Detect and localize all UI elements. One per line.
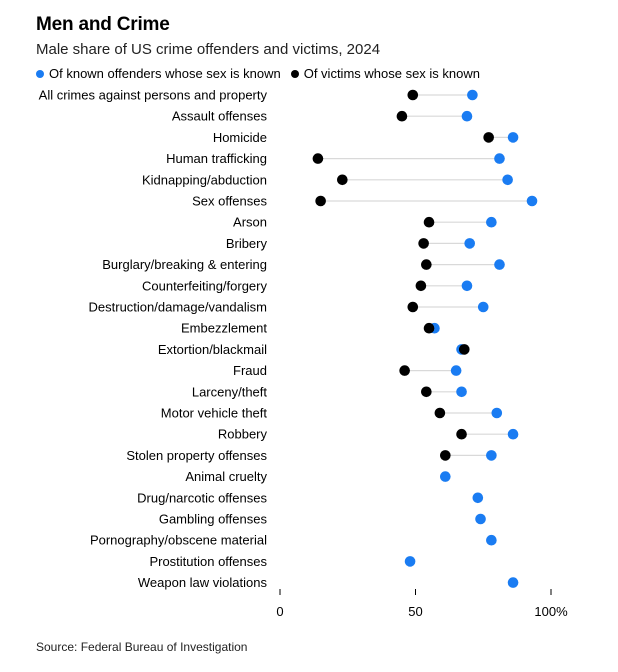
- category-label: Gambling offenses: [159, 512, 268, 527]
- category-label: Prostitution offenses: [149, 554, 267, 569]
- offender-dot: [461, 110, 473, 122]
- category-label: Burglary/breaking & entering: [102, 257, 267, 272]
- category-label: All crimes against persons and property: [39, 88, 268, 103]
- victim-dot: [421, 386, 432, 398]
- category-label: Pornography/obscene material: [90, 533, 267, 548]
- offender-dot: [464, 238, 476, 249]
- offender-dot: [467, 89, 478, 101]
- offender-dot: [491, 407, 503, 419]
- x-tick-label: 0: [276, 604, 283, 619]
- victim-dot: [423, 322, 435, 334]
- category-label: Human trafficking: [166, 151, 267, 166]
- legend-item-victims: Of victims whose sex is known: [290, 66, 480, 81]
- offender-dot: [507, 577, 519, 588]
- x-tick-label: 100%: [534, 604, 568, 619]
- category-label: Destruction/damage/vandalism: [89, 300, 267, 315]
- category-label: Homicide: [213, 130, 267, 145]
- legend-label-victims: Of victims whose sex is known: [303, 66, 480, 81]
- victim-dot: [456, 428, 467, 440]
- victim-dot: [399, 365, 410, 376]
- victim-dot: [396, 110, 408, 122]
- offender-dot: [507, 132, 519, 143]
- category-label: Assault offenses: [172, 109, 268, 124]
- legend: Of known offenders whose sex is known Of…: [36, 66, 490, 81]
- offender-dot: [477, 301, 489, 313]
- offender-dot: [404, 556, 416, 567]
- category-label: Stolen property offenses: [126, 448, 267, 463]
- category-label: Kidnapping/abduction: [142, 172, 267, 187]
- source-note: Source: Federal Bureau of Investigation: [36, 640, 248, 654]
- offender-dot: [507, 428, 519, 440]
- offender-dot: [526, 195, 538, 207]
- x-tick-label: 50: [408, 604, 422, 619]
- offender-dot: [486, 534, 497, 546]
- victim-dot: [440, 450, 451, 461]
- category-label: Arson: [233, 215, 267, 230]
- category-label: Motor vehicle theft: [161, 406, 268, 421]
- victim-dot: [315, 195, 326, 207]
- offender-dot: [461, 280, 473, 292]
- offender-dot: [475, 513, 486, 525]
- category-label: Drug/narcotic offenses: [137, 490, 267, 505]
- offender-dot: [450, 365, 462, 376]
- offender-dot: [456, 386, 467, 398]
- legend-label-offenders: Of known offenders whose sex is known: [49, 66, 281, 81]
- category-label: Robbery: [218, 427, 268, 442]
- legend-dot-victims: [290, 69, 299, 78]
- victim-dot: [415, 280, 427, 292]
- victim-dot: [458, 344, 470, 355]
- offender-dot: [494, 153, 505, 164]
- dot-chart: All crimes against persons and property A…: [39, 88, 568, 620]
- victim-dot: [418, 238, 429, 249]
- victim-dot: [423, 216, 435, 228]
- category-label: Sex offenses: [192, 194, 267, 209]
- offender-dot: [472, 492, 484, 504]
- category-label: Larceny/theft: [192, 384, 268, 399]
- offender-dot: [486, 216, 497, 228]
- category-label: Animal cruelty: [185, 469, 267, 484]
- victim-dot: [337, 174, 348, 186]
- offender-dot: [494, 259, 505, 270]
- offender-dot: [502, 174, 513, 186]
- legend-item-offenders: Of known offenders whose sex is known: [36, 66, 281, 81]
- category-label: Counterfeiting/forgery: [142, 278, 268, 293]
- chart-title: Men and Crime: [36, 14, 170, 35]
- chart-subtitle: Male share of US crime offenders and vic…: [36, 41, 381, 58]
- victim-dot: [407, 89, 419, 101]
- victim-dot: [483, 132, 494, 143]
- category-label: Fraud: [233, 363, 267, 378]
- category-label: Weapon law violations: [138, 575, 268, 590]
- offender-dot: [440, 471, 451, 482]
- victim-dot: [421, 259, 432, 270]
- victim-dot: [407, 301, 419, 313]
- offender-dot: [486, 450, 497, 461]
- legend-dot-offenders: [36, 69, 44, 78]
- victim-dot: [434, 407, 446, 419]
- category-label: Extortion/blackmail: [158, 342, 267, 357]
- victim-dot: [312, 153, 324, 164]
- category-label: Bribery: [226, 236, 268, 251]
- category-label: Embezzlement: [181, 321, 267, 336]
